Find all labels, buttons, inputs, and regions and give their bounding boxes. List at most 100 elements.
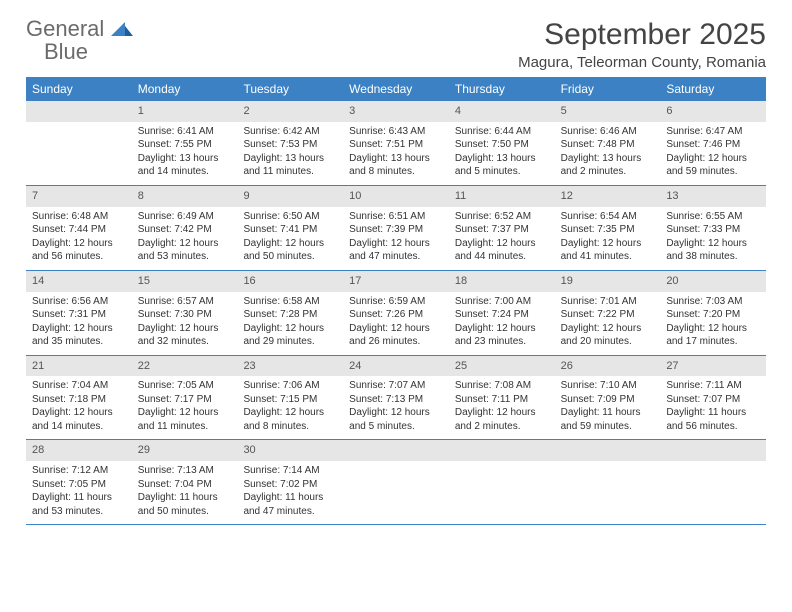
day-number: 7	[26, 186, 132, 207]
sunrise-text: Sunrise: 7:06 AM	[243, 379, 337, 393]
sunset-text: Sunset: 7:18 PM	[32, 393, 126, 407]
brand-word2: Blue	[44, 39, 88, 64]
sunset-text: Sunset: 7:26 PM	[349, 308, 443, 322]
cell-body: Sunrise: 6:49 AMSunset: 7:42 PMDaylight:…	[132, 207, 238, 270]
day-header-row: SundayMondayTuesdayWednesdayThursdayFrid…	[26, 77, 766, 101]
daylight-text: Daylight: 12 hours and 17 minutes.	[666, 322, 760, 349]
sunrise-text: Sunrise: 7:01 AM	[561, 295, 655, 309]
calendar-cell: 7Sunrise: 6:48 AMSunset: 7:44 PMDaylight…	[26, 186, 132, 270]
sunset-text: Sunset: 7:24 PM	[455, 308, 549, 322]
cell-body: Sunrise: 7:03 AMSunset: 7:20 PMDaylight:…	[660, 292, 766, 355]
daylight-text: Daylight: 11 hours and 56 minutes.	[666, 406, 760, 433]
cell-body: Sunrise: 6:42 AMSunset: 7:53 PMDaylight:…	[237, 122, 343, 185]
day-number: 2	[237, 101, 343, 122]
calendar-cell: 9Sunrise: 6:50 AMSunset: 7:41 PMDaylight…	[237, 186, 343, 270]
sunrise-text: Sunrise: 7:08 AM	[455, 379, 549, 393]
sunset-text: Sunset: 7:05 PM	[32, 478, 126, 492]
day-number: 20	[660, 271, 766, 292]
cell-body: Sunrise: 7:05 AMSunset: 7:17 PMDaylight:…	[132, 376, 238, 439]
sunrise-text: Sunrise: 6:42 AM	[243, 125, 337, 139]
daylight-text: Daylight: 12 hours and 2 minutes.	[455, 406, 549, 433]
day-number	[343, 440, 449, 461]
calendar-cell: 14Sunrise: 6:56 AMSunset: 7:31 PMDayligh…	[26, 271, 132, 355]
calendar-cell: 4Sunrise: 6:44 AMSunset: 7:50 PMDaylight…	[449, 101, 555, 185]
calendar-cell: 26Sunrise: 7:10 AMSunset: 7:09 PMDayligh…	[555, 356, 661, 440]
cell-body: Sunrise: 6:44 AMSunset: 7:50 PMDaylight:…	[449, 122, 555, 185]
sunset-text: Sunset: 7:51 PM	[349, 138, 443, 152]
sunrise-text: Sunrise: 6:52 AM	[455, 210, 549, 224]
calendar-page: General Blue September 2025 Magura, Tele…	[0, 0, 792, 543]
calendar-cell-empty	[26, 101, 132, 185]
sunset-text: Sunset: 7:20 PM	[666, 308, 760, 322]
day-header-cell: Friday	[555, 77, 661, 101]
sunrise-text: Sunrise: 7:11 AM	[666, 379, 760, 393]
sunrise-text: Sunrise: 7:00 AM	[455, 295, 549, 309]
day-header-cell: Monday	[132, 77, 238, 101]
sunset-text: Sunset: 7:53 PM	[243, 138, 337, 152]
sunset-text: Sunset: 7:15 PM	[243, 393, 337, 407]
sunset-text: Sunset: 7:41 PM	[243, 223, 337, 237]
sunset-text: Sunset: 7:04 PM	[138, 478, 232, 492]
sunset-text: Sunset: 7:55 PM	[138, 138, 232, 152]
calendar-cell: 22Sunrise: 7:05 AMSunset: 7:17 PMDayligh…	[132, 356, 238, 440]
calendar-cell: 24Sunrise: 7:07 AMSunset: 7:13 PMDayligh…	[343, 356, 449, 440]
calendar-cell: 1Sunrise: 6:41 AMSunset: 7:55 PMDaylight…	[132, 101, 238, 185]
calendar-cell: 23Sunrise: 7:06 AMSunset: 7:15 PMDayligh…	[237, 356, 343, 440]
daylight-text: Daylight: 13 hours and 8 minutes.	[349, 152, 443, 179]
calendar-cell: 15Sunrise: 6:57 AMSunset: 7:30 PMDayligh…	[132, 271, 238, 355]
calendar-cell: 6Sunrise: 6:47 AMSunset: 7:46 PMDaylight…	[660, 101, 766, 185]
daylight-text: Daylight: 13 hours and 2 minutes.	[561, 152, 655, 179]
cell-body: Sunrise: 7:13 AMSunset: 7:04 PMDaylight:…	[132, 461, 238, 524]
calendar-cell: 3Sunrise: 6:43 AMSunset: 7:51 PMDaylight…	[343, 101, 449, 185]
daylight-text: Daylight: 13 hours and 11 minutes.	[243, 152, 337, 179]
cell-body: Sunrise: 7:14 AMSunset: 7:02 PMDaylight:…	[237, 461, 343, 524]
sunrise-text: Sunrise: 6:49 AM	[138, 210, 232, 224]
sunset-text: Sunset: 7:46 PM	[666, 138, 760, 152]
day-number: 27	[660, 356, 766, 377]
cell-body: Sunrise: 7:07 AMSunset: 7:13 PMDaylight:…	[343, 376, 449, 439]
day-number: 18	[449, 271, 555, 292]
sunrise-text: Sunrise: 7:10 AM	[561, 379, 655, 393]
calendar-cell: 18Sunrise: 7:00 AMSunset: 7:24 PMDayligh…	[449, 271, 555, 355]
day-number	[555, 440, 661, 461]
sunrise-text: Sunrise: 7:03 AM	[666, 295, 760, 309]
sunset-text: Sunset: 7:33 PM	[666, 223, 760, 237]
sunset-text: Sunset: 7:35 PM	[561, 223, 655, 237]
calendar-cell: 25Sunrise: 7:08 AMSunset: 7:11 PMDayligh…	[449, 356, 555, 440]
week-row: 14Sunrise: 6:56 AMSunset: 7:31 PMDayligh…	[26, 271, 766, 356]
sunrise-text: Sunrise: 7:13 AM	[138, 464, 232, 478]
calendar-cell: 30Sunrise: 7:14 AMSunset: 7:02 PMDayligh…	[237, 440, 343, 524]
cell-body: Sunrise: 7:04 AMSunset: 7:18 PMDaylight:…	[26, 376, 132, 439]
sunrise-text: Sunrise: 7:14 AM	[243, 464, 337, 478]
cell-body: Sunrise: 6:59 AMSunset: 7:26 PMDaylight:…	[343, 292, 449, 355]
sunrise-text: Sunrise: 6:58 AM	[243, 295, 337, 309]
sunrise-text: Sunrise: 6:44 AM	[455, 125, 549, 139]
day-number: 4	[449, 101, 555, 122]
sunrise-text: Sunrise: 7:05 AM	[138, 379, 232, 393]
daylight-text: Daylight: 11 hours and 47 minutes.	[243, 491, 337, 518]
month-title: September 2025	[518, 18, 766, 52]
sunset-text: Sunset: 7:30 PM	[138, 308, 232, 322]
day-header-cell: Saturday	[660, 77, 766, 101]
day-number: 29	[132, 440, 238, 461]
day-number: 11	[449, 186, 555, 207]
cell-body: Sunrise: 6:43 AMSunset: 7:51 PMDaylight:…	[343, 122, 449, 185]
day-number: 9	[237, 186, 343, 207]
calendar-cell: 29Sunrise: 7:13 AMSunset: 7:04 PMDayligh…	[132, 440, 238, 524]
calendar-cell: 12Sunrise: 6:54 AMSunset: 7:35 PMDayligh…	[555, 186, 661, 270]
sunrise-text: Sunrise: 7:07 AM	[349, 379, 443, 393]
calendar-cell: 20Sunrise: 7:03 AMSunset: 7:20 PMDayligh…	[660, 271, 766, 355]
sunrise-text: Sunrise: 6:55 AM	[666, 210, 760, 224]
day-number	[26, 101, 132, 122]
week-row: 28Sunrise: 7:12 AMSunset: 7:05 PMDayligh…	[26, 440, 766, 525]
daylight-text: Daylight: 12 hours and 41 minutes.	[561, 237, 655, 264]
calendar-cell: 8Sunrise: 6:49 AMSunset: 7:42 PMDaylight…	[132, 186, 238, 270]
sunset-text: Sunset: 7:22 PM	[561, 308, 655, 322]
day-number: 26	[555, 356, 661, 377]
cell-body: Sunrise: 6:56 AMSunset: 7:31 PMDaylight:…	[26, 292, 132, 355]
sunrise-text: Sunrise: 6:59 AM	[349, 295, 443, 309]
calendar-cell-empty	[555, 440, 661, 524]
calendar-cell: 5Sunrise: 6:46 AMSunset: 7:48 PMDaylight…	[555, 101, 661, 185]
cell-body: Sunrise: 7:06 AMSunset: 7:15 PMDaylight:…	[237, 376, 343, 439]
daylight-text: Daylight: 12 hours and 14 minutes.	[32, 406, 126, 433]
